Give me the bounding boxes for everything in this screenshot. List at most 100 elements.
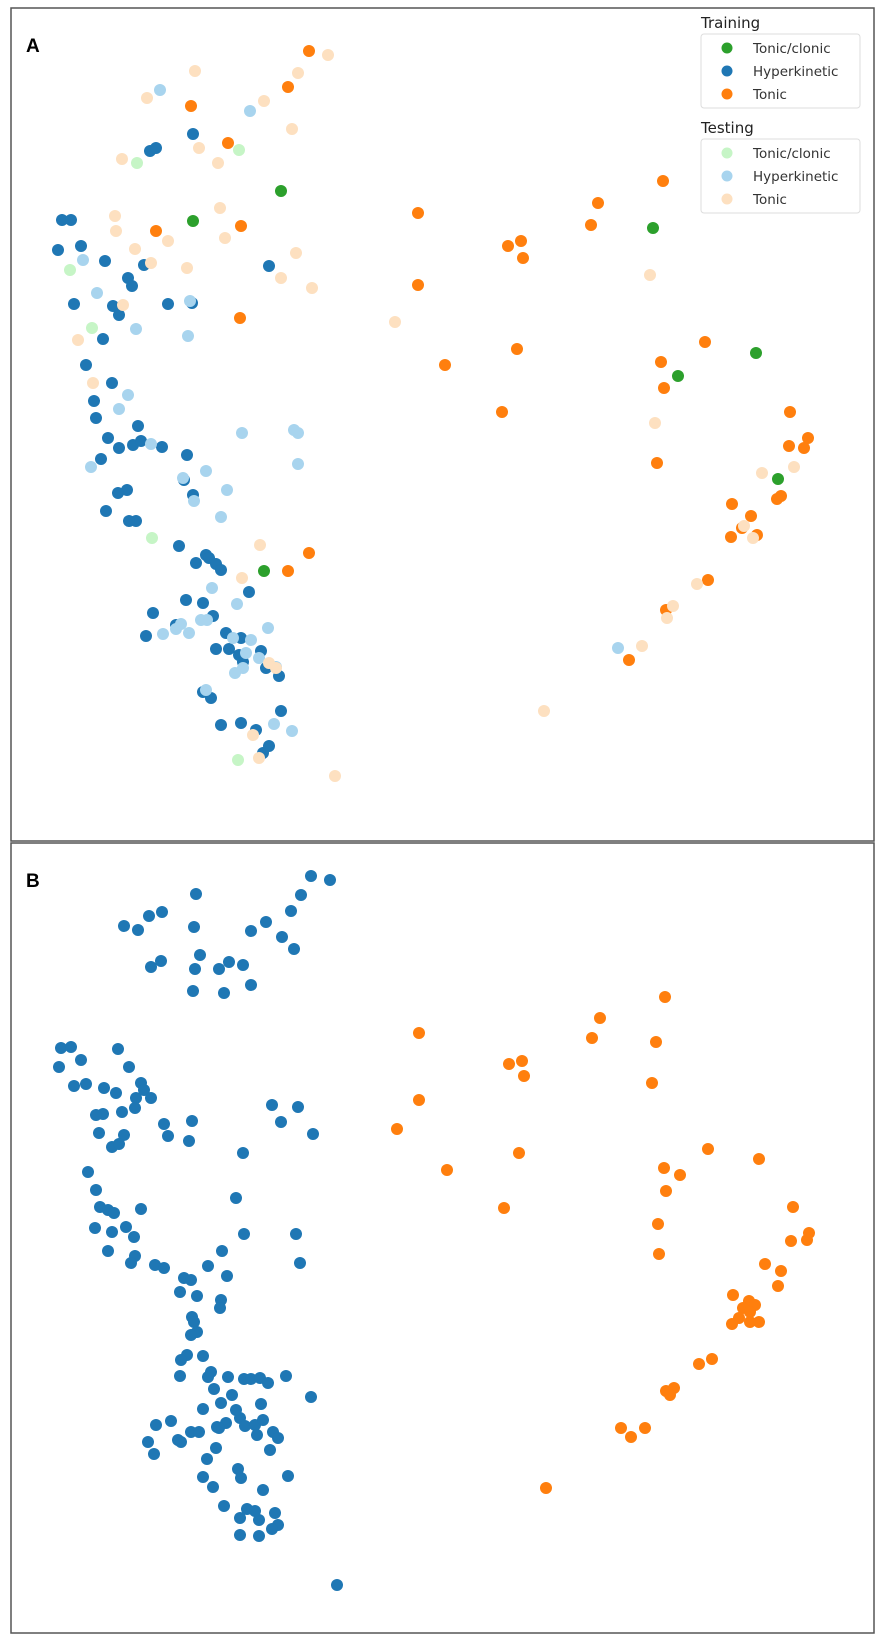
point-a-training-hyperkinetic bbox=[95, 453, 107, 465]
point-b-series-0 bbox=[145, 961, 157, 973]
point-a-testing-tonic-clonic bbox=[64, 264, 76, 276]
point-b-series-0 bbox=[89, 1222, 101, 1234]
point-b-series-0 bbox=[305, 870, 317, 882]
point-a-testing-tonic bbox=[236, 572, 248, 584]
point-a-training-tonic bbox=[515, 235, 527, 247]
point-a-training-tonic-clonic bbox=[647, 222, 659, 234]
point-a-testing-tonic bbox=[253, 752, 265, 764]
point-a-training-hyperkinetic bbox=[215, 564, 227, 576]
point-b-series-0 bbox=[223, 956, 235, 968]
legend-marker-testing-hyperkinetic bbox=[721, 170, 733, 182]
point-b-series-0 bbox=[175, 1436, 187, 1448]
point-a-testing-hyperkinetic bbox=[122, 389, 134, 401]
point-a-training-hyperkinetic bbox=[100, 505, 112, 517]
point-b-series-0 bbox=[213, 1422, 225, 1434]
point-b-series-0 bbox=[216, 1245, 228, 1257]
point-a-testing-hyperkinetic bbox=[175, 618, 187, 630]
point-b-series-0 bbox=[213, 963, 225, 975]
point-a-testing-tonic bbox=[270, 662, 282, 674]
point-a-training-tonic bbox=[235, 220, 247, 232]
point-a-testing-hyperkinetic bbox=[91, 287, 103, 299]
point-a-testing-tonic bbox=[649, 417, 661, 429]
point-a-training-hyperkinetic bbox=[56, 214, 68, 226]
point-a-training-hyperkinetic bbox=[190, 557, 202, 569]
point-b-series-1 bbox=[787, 1201, 799, 1213]
point-b-series-0 bbox=[264, 1444, 276, 1456]
point-a-training-tonic bbox=[783, 440, 795, 452]
point-b-series-0 bbox=[98, 1082, 110, 1094]
point-b-series-1 bbox=[702, 1143, 714, 1155]
point-a-testing-tonic bbox=[116, 153, 128, 165]
point-b-series-0 bbox=[80, 1078, 92, 1090]
point-a-training-tonic bbox=[702, 574, 714, 586]
point-a-testing-tonic bbox=[87, 377, 99, 389]
legend-marker-testing-tonic-clonic bbox=[721, 147, 733, 159]
point-a-testing-tonic bbox=[254, 539, 266, 551]
point-b-series-1 bbox=[586, 1032, 598, 1044]
point-b-series-0 bbox=[148, 1448, 160, 1460]
point-a-testing-tonic-clonic bbox=[86, 322, 98, 334]
legend-title-training: Training bbox=[700, 14, 760, 32]
point-a-testing-tonic bbox=[788, 461, 800, 473]
point-b-series-0 bbox=[237, 959, 249, 971]
point-a-training-hyperkinetic bbox=[263, 260, 275, 272]
point-a-training-hyperkinetic bbox=[197, 597, 209, 609]
point-b-series-0 bbox=[118, 1129, 130, 1141]
point-a-training-hyperkinetic bbox=[65, 214, 77, 226]
point-a-testing-tonic bbox=[275, 272, 287, 284]
point-b-series-0 bbox=[113, 1138, 125, 1150]
legend-box-training bbox=[700, 33, 861, 109]
point-a-training-hyperkinetic bbox=[106, 377, 118, 389]
point-a-training-tonic bbox=[303, 45, 315, 57]
point-b-series-1 bbox=[625, 1431, 637, 1443]
point-b-series-0 bbox=[226, 1389, 238, 1401]
point-b-series-0 bbox=[110, 1087, 122, 1099]
point-b-series-1 bbox=[413, 1027, 425, 1039]
point-a-training-hyperkinetic bbox=[88, 395, 100, 407]
point-a-testing-tonic bbox=[738, 520, 750, 532]
point-a-training-hyperkinetic bbox=[187, 128, 199, 140]
point-b-series-0 bbox=[269, 1507, 281, 1519]
point-b-series-0 bbox=[158, 1118, 170, 1130]
point-b-series-0 bbox=[193, 1426, 205, 1438]
point-a-testing-tonic bbox=[644, 269, 656, 281]
point-b-series-0 bbox=[142, 1436, 154, 1448]
point-b-series-0 bbox=[108, 1207, 120, 1219]
point-b-series-0 bbox=[218, 987, 230, 999]
point-a-testing-tonic-clonic bbox=[146, 532, 158, 544]
point-b-series-0 bbox=[197, 1471, 209, 1483]
point-b-series-1 bbox=[785, 1235, 797, 1247]
point-a-testing-tonic bbox=[247, 729, 259, 741]
point-a-testing-tonic bbox=[756, 467, 768, 479]
point-b-series-0 bbox=[257, 1484, 269, 1496]
point-a-training-tonic bbox=[655, 356, 667, 368]
point-a-training-hyperkinetic bbox=[102, 432, 114, 444]
point-a-testing-tonic bbox=[636, 640, 648, 652]
point-b-series-0 bbox=[257, 1414, 269, 1426]
point-b-series-0 bbox=[307, 1128, 319, 1140]
point-b-series-1 bbox=[653, 1248, 665, 1260]
point-b-series-1 bbox=[674, 1169, 686, 1181]
point-b-series-0 bbox=[162, 1130, 174, 1142]
point-a-training-hyperkinetic bbox=[180, 594, 192, 606]
point-a-training-tonic bbox=[439, 359, 451, 371]
point-b-series-1 bbox=[658, 1162, 670, 1174]
point-a-testing-hyperkinetic bbox=[113, 403, 125, 415]
point-a-training-tonic bbox=[784, 406, 796, 418]
legend-label-training-hyperkinetic: Hyperkinetic bbox=[753, 64, 838, 80]
point-b-series-0 bbox=[158, 1262, 170, 1274]
point-a-training-hyperkinetic bbox=[215, 719, 227, 731]
point-a-training-tonic bbox=[651, 457, 663, 469]
point-b-series-0 bbox=[165, 1415, 177, 1427]
point-b-series-0 bbox=[194, 949, 206, 961]
point-a-training-hyperkinetic bbox=[275, 705, 287, 717]
panel-b-label: B bbox=[26, 871, 40, 892]
point-a-training-hyperkinetic bbox=[123, 515, 135, 527]
point-b-series-0 bbox=[75, 1054, 87, 1066]
point-a-testing-hyperkinetic bbox=[268, 718, 280, 730]
point-b-series-1 bbox=[413, 1094, 425, 1106]
point-a-testing-tonic bbox=[538, 705, 550, 717]
point-a-training-tonic bbox=[658, 382, 670, 394]
scatter-panel-b: B bbox=[10, 842, 875, 1634]
point-b-series-0 bbox=[251, 1429, 263, 1441]
